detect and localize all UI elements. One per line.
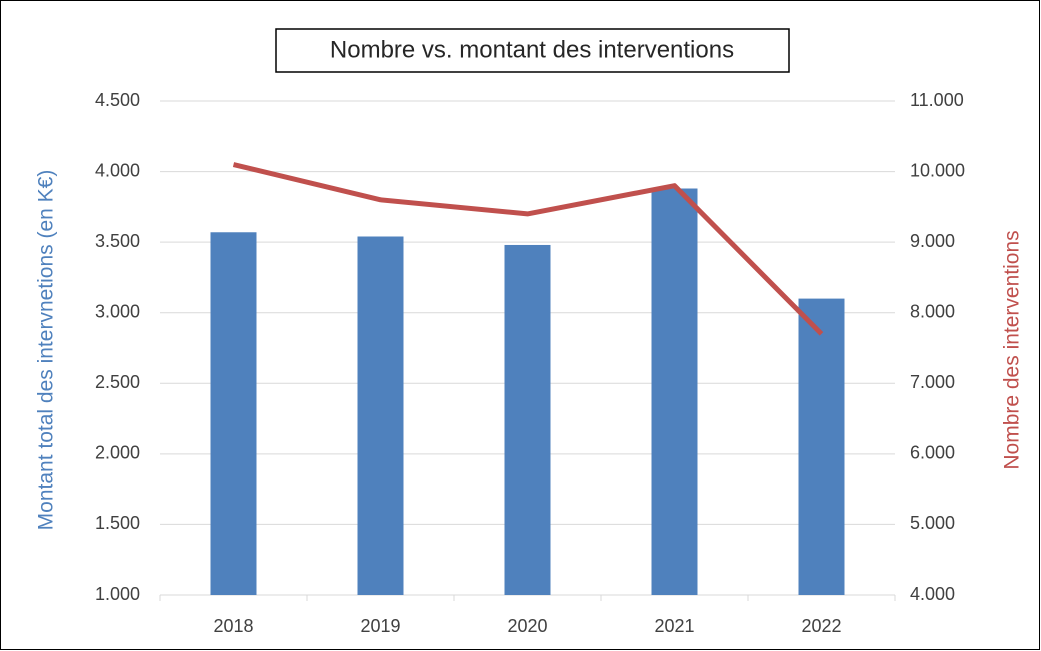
bar (210, 232, 257, 595)
y-tick-label: 4.000 (95, 160, 140, 180)
line (232, 162, 824, 336)
y-tick-label: 3.500 (95, 231, 140, 251)
y-tick-label: 2.000 (95, 443, 140, 463)
title-box (275, 28, 790, 73)
y2-tick-label: 4.000 (910, 584, 955, 604)
y2-tick-label: 9.000 (910, 231, 955, 251)
y2-tick-label: 5.000 (910, 513, 955, 533)
chart-title: Nombre vs. montant des interventions (330, 36, 734, 63)
y2-tick-label: 10.000 (910, 160, 965, 180)
bar (651, 188, 698, 595)
y2-tick-label: 8.000 (910, 301, 955, 321)
y2-tick-label: 6.000 (910, 443, 955, 463)
x-tick-label: 2021 (654, 616, 694, 636)
y-tick-label: 1.500 (95, 513, 140, 533)
bar (357, 236, 404, 596)
y-axis-label: Montant total des intervnetions (en K€) (35, 170, 58, 531)
y-tick-label: 2.500 (95, 372, 140, 392)
x-tick-label: 2019 (360, 616, 400, 636)
y2-axis-label: Nombre des interventions (1001, 230, 1024, 469)
x-tick-label: 2022 (801, 616, 841, 636)
bar (504, 244, 551, 596)
bar (798, 298, 845, 595)
y-tick-label: 3.000 (95, 301, 140, 321)
x-tick-label: 2018 (213, 616, 253, 636)
y-tick-label: 1.000 (95, 584, 140, 604)
y-tick-label: 4.500 (95, 90, 140, 110)
y2-tick-label: 7.000 (910, 372, 955, 392)
x-tick-label: 2020 (507, 616, 547, 636)
y2-tick-label: 11.000 (910, 90, 964, 110)
